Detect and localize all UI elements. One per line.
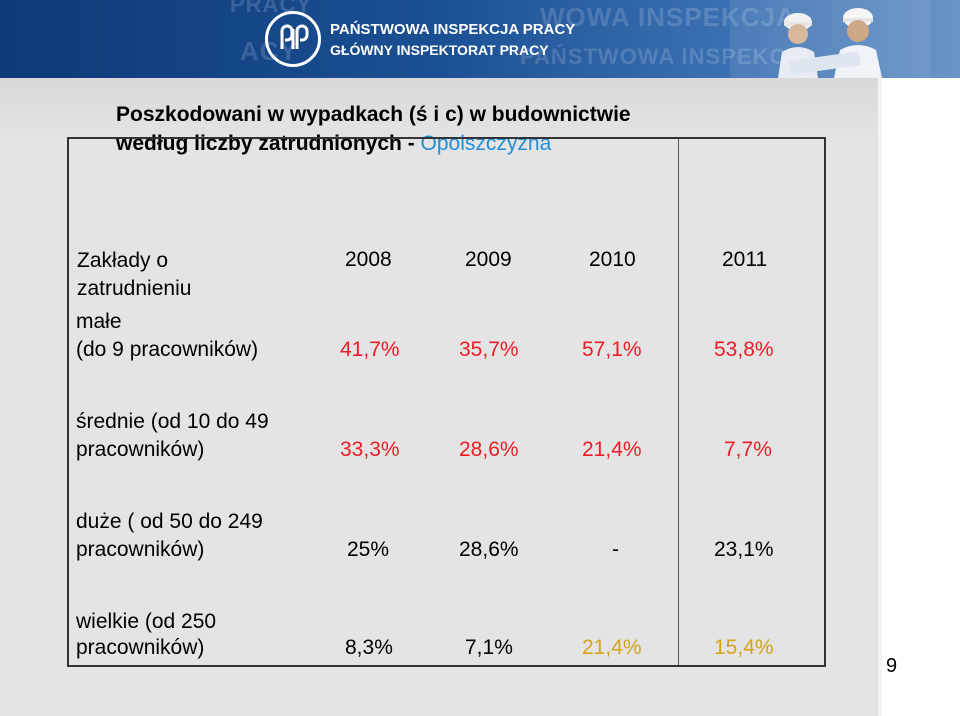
- row-label-srednie-line2: pracowników): [76, 438, 205, 461]
- table-divider: [678, 139, 679, 665]
- construction-workers-photo: [730, 0, 930, 78]
- banner-watermark: WOWA INSPEKCJA: [540, 2, 796, 32]
- value-duze-2010: -: [612, 538, 619, 561]
- data-table: Zakłady o zatrudnieniu: [67, 137, 826, 667]
- year-header-2011: 2011: [722, 248, 768, 271]
- title-line1: Poszkodowani w wypadkach (ś i c) w budow…: [116, 103, 631, 126]
- page-number: 9: [886, 655, 898, 677]
- pip-logo-icon: [265, 11, 321, 67]
- value-male-2010: 57,1%: [582, 338, 642, 361]
- row-label-duze-line2: pracowników): [76, 538, 205, 561]
- row-label-male-line1: małe: [76, 310, 122, 333]
- year-header-2010: 2010: [589, 248, 636, 271]
- header-banner: PRACY WOWA INSPEKCJA PAŃSTWOWA INSPEKC A…: [0, 0, 960, 78]
- value-male-2008: 41,7%: [340, 338, 400, 361]
- value-srednie-2009: 28,6%: [459, 438, 519, 461]
- value-srednie-2010: 21,4%: [582, 438, 642, 461]
- value-duze-2011: 23,1%: [714, 538, 774, 561]
- row-label-duze-line1: duże ( od 50 do 249: [76, 510, 263, 533]
- row-label-wielkie-line1: wielkie (od 250: [76, 610, 217, 633]
- value-wielkie-2008: 8,3%: [345, 636, 393, 659]
- year-header-2009: 2009: [465, 248, 512, 271]
- org-name-line1: PAŃSTWOWA INSPEKCJA PRACY: [330, 21, 576, 38]
- value-srednie-2011: 7,7%: [724, 438, 772, 461]
- value-duze-2008: 25%: [347, 538, 390, 561]
- header-label-line1: Zakłady o: [77, 249, 169, 272]
- organization-name: PAŃSTWOWA INSPEKCJA PRACY GŁÓWNY INSPEKT…: [330, 20, 575, 60]
- year-header-2008: 2008: [345, 248, 392, 271]
- header-label-line2: zatrudnieniu: [77, 277, 192, 300]
- row-label-srednie-line1: średnie (od 10 do 49: [76, 410, 269, 433]
- row-label-wielkie-line2: pracowników): [76, 636, 205, 659]
- value-srednie-2008: 33,3%: [340, 438, 400, 461]
- org-name-line2: GŁÓWNY INSPEKTORAT PRACY: [330, 42, 549, 58]
- value-wielkie-2010: 21,4%: [582, 636, 642, 659]
- value-male-2011: 53,8%: [714, 338, 774, 361]
- banner-watermark: PAŃSTWOWA INSPEKC: [520, 44, 787, 69]
- value-duze-2009: 28,6%: [459, 538, 519, 561]
- row-label-male-line2: (do 9 pracowników): [76, 338, 259, 361]
- value-wielkie-2009: 7,1%: [465, 636, 513, 659]
- value-wielkie-2011: 15,4%: [714, 636, 774, 659]
- value-male-2009: 35,7%: [459, 338, 519, 361]
